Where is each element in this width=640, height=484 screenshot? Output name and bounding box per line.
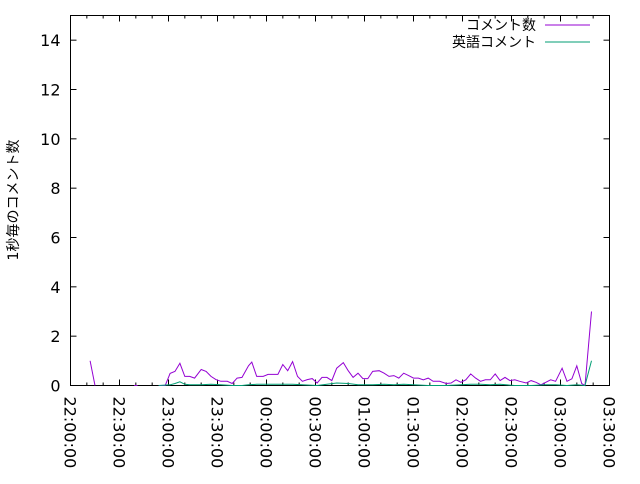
legend-label-0: コメント数 <box>466 18 536 34</box>
x-tick-label: 00:30:00 <box>306 397 325 469</box>
y-tick-label: 2 <box>50 327 60 346</box>
y-tick-label: 6 <box>50 229 60 248</box>
x-axis: 22:00:00 22:30:00 23:00:00 23:30:00 00:00:00… <box>61 15 619 469</box>
y-tick-label: 4 <box>50 278 60 297</box>
x-tick-label: 22:00:00 <box>61 397 80 469</box>
series-line-0 <box>158 311 592 387</box>
x-tick-label: 03:00:00 <box>551 397 570 469</box>
series-line-1 <box>158 360 592 387</box>
y-axis: 0 2 4 6 8 10 12 14 <box>40 31 610 396</box>
y-tick-label: 12 <box>40 81 60 100</box>
y-tick-label: 14 <box>40 31 60 50</box>
x-tick-label: 22:30:00 <box>110 397 129 469</box>
y-tick-label: 8 <box>50 179 60 198</box>
x-tick-label: 23:30:00 <box>208 397 227 469</box>
x-tick-label: 00:00:00 <box>257 397 276 469</box>
x-tick-label: 23:00:00 <box>159 397 178 469</box>
x-tick-label: 01:00:00 <box>355 397 374 469</box>
x-tick-label: 02:00:00 <box>453 397 472 469</box>
y-axis-label: 1秒毎のコメント数 <box>6 140 22 261</box>
series-line-0 <box>89 360 96 386</box>
y-tick-label: 0 <box>50 377 60 396</box>
series-group <box>89 311 592 387</box>
x-tick-label: 01:30:00 <box>404 397 423 469</box>
x-tick-label: 02:30:00 <box>502 397 521 469</box>
legend: コメント数 英語コメント <box>452 18 590 51</box>
legend-label-1: 英語コメント <box>452 34 536 51</box>
plot-frame <box>70 15 610 386</box>
y-tick-label: 10 <box>40 130 60 149</box>
x-tick-label: 03:30:00 <box>600 397 619 469</box>
